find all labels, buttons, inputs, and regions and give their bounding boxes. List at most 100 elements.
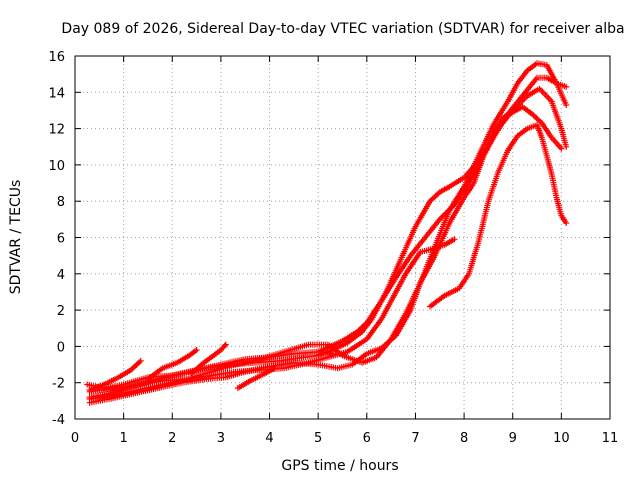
data-point-run [446, 185, 466, 214]
data-point-run [543, 152, 555, 175]
data-point-run [553, 194, 564, 217]
data-point-run [485, 171, 501, 205]
data-point-run [441, 286, 461, 299]
data-point-run [159, 360, 179, 372]
data-point-run [101, 375, 120, 388]
x-tick-label: 1 [119, 431, 127, 446]
data-point-run [208, 348, 223, 361]
data-point-run [534, 122, 545, 139]
data-point-run [504, 134, 520, 154]
data-point-run [174, 353, 191, 366]
data-point-run [461, 154, 481, 190]
y-tick-label: 14 [48, 86, 65, 101]
data-point-run [110, 387, 140, 399]
y-tick-label: 4 [57, 268, 65, 283]
data-point-run [183, 369, 213, 383]
y-tick-label: -2 [52, 377, 65, 392]
data-point-run [402, 281, 423, 317]
data-point-run [290, 349, 320, 357]
y-axis-label: SDTVAR / TECUs [8, 180, 24, 295]
data-point-run [412, 200, 432, 230]
data-point-run [344, 330, 364, 346]
data-point-run [388, 312, 408, 343]
data-point-run [373, 337, 393, 361]
data-point-run [504, 82, 520, 105]
data-point-run [266, 360, 295, 370]
data-point-run [281, 342, 310, 355]
data-point-run [388, 272, 408, 304]
data-point-run [500, 110, 515, 121]
data-point-run [106, 383, 135, 397]
data-point-run [86, 382, 106, 393]
data-point-run [524, 86, 541, 99]
x-tick-label: 10 [553, 431, 570, 446]
data-point-run [232, 356, 261, 368]
data-point-run [344, 337, 368, 355]
data-point-run [256, 349, 286, 363]
x-tick-label: 5 [314, 431, 322, 446]
series-track-6 [427, 122, 570, 310]
data-point-run [203, 361, 232, 372]
data-point-run [110, 381, 140, 392]
data-point-run [368, 290, 389, 323]
data-point-run [543, 62, 559, 85]
y-tick-label: 10 [48, 159, 65, 174]
x-tick-label: 6 [363, 431, 371, 446]
data-point-run [159, 376, 188, 388]
data-point-run [436, 184, 451, 196]
data-point-run [548, 98, 564, 130]
y-tick-label: 2 [57, 304, 65, 319]
data-point-run [179, 376, 208, 386]
data-point-run [115, 368, 133, 381]
data-point-run [359, 317, 374, 335]
data-point-run [130, 385, 159, 397]
data-point-run [154, 371, 183, 383]
series-track-8 [145, 347, 200, 383]
data-point-run [86, 392, 115, 402]
data-point-run [397, 225, 418, 263]
data-point-run [427, 293, 446, 310]
y-tick-label: -4 [52, 413, 65, 428]
data-point-run [466, 240, 482, 277]
series-layer [84, 60, 570, 406]
data-point-run [456, 272, 471, 292]
data-point-run [208, 362, 237, 375]
data-point-run [514, 126, 529, 139]
data-point-run [519, 76, 539, 99]
data-point-run [524, 61, 539, 74]
data-point-run [208, 369, 237, 379]
grid [75, 56, 610, 419]
data-point-run [431, 221, 452, 259]
data-point-run [217, 341, 229, 353]
data-point-run [135, 378, 164, 388]
data-point-run [247, 371, 266, 384]
data-point-run [495, 149, 510, 176]
data-point-run [475, 123, 496, 159]
y-tick-label: 16 [48, 50, 65, 65]
data-point-run [446, 196, 466, 226]
x-tick-label: 4 [265, 431, 273, 446]
data-point-run [334, 362, 354, 372]
data-point-run [324, 341, 344, 358]
series-track-10 [234, 365, 278, 392]
data-point-run [431, 209, 452, 250]
data-point-run [441, 236, 458, 248]
series-track-11 [315, 348, 336, 359]
series-track-9 [188, 341, 229, 377]
data-point-run [470, 154, 486, 186]
data-point-run [446, 175, 466, 190]
data-point-run [553, 80, 570, 108]
data-point-run [383, 258, 403, 295]
data-point-run [315, 361, 339, 371]
data-point-run [363, 317, 384, 343]
data-point-run [427, 190, 442, 205]
data-point-run [538, 134, 550, 157]
data-point-run [407, 236, 427, 259]
x-axis-label: GPS time / hours [281, 458, 398, 474]
data-point-run [548, 171, 560, 199]
x-tick-label: 7 [411, 431, 419, 446]
data-point-run [417, 254, 437, 286]
data-point-run [402, 250, 423, 277]
y-tick-label: 12 [48, 123, 65, 138]
